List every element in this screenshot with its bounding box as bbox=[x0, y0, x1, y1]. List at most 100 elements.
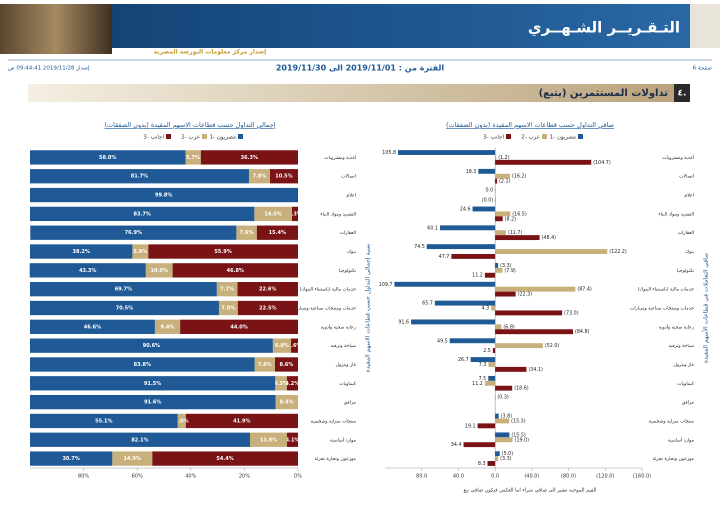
issue-date: إصدار 2019/11/28 09:44:41 ص bbox=[8, 66, 90, 72]
bar bbox=[434, 300, 496, 306]
bar bbox=[495, 329, 573, 335]
bar-segment bbox=[30, 187, 298, 203]
x-tick-label: 40% bbox=[185, 474, 196, 480]
data-label: 7.0% bbox=[221, 306, 235, 312]
bar-segment bbox=[180, 319, 298, 334]
category-label: أغذية ومشروبات bbox=[324, 154, 357, 161]
bar bbox=[495, 230, 506, 236]
bar bbox=[488, 362, 496, 367]
category-label: أغذية ومشروبات bbox=[662, 154, 695, 161]
x-tick-label: (80.0) bbox=[561, 474, 576, 480]
category-label: بنوك bbox=[347, 250, 356, 255]
data-label: (16.2) bbox=[512, 174, 527, 180]
data-label: (18.6) bbox=[514, 386, 529, 392]
data-label: 109.7 bbox=[379, 282, 393, 288]
bar-segment bbox=[269, 169, 298, 184]
data-label: 2.6% bbox=[288, 343, 302, 349]
category-label: تكنولوجيا bbox=[339, 268, 357, 274]
data-label: 3.0% bbox=[175, 418, 189, 424]
data-label: (8.2) bbox=[505, 216, 517, 222]
bar-segment bbox=[30, 376, 276, 391]
x-tick-label: 60% bbox=[132, 474, 143, 480]
bar bbox=[495, 286, 576, 292]
bar-segment bbox=[248, 169, 270, 184]
data-label: 38.2% bbox=[73, 249, 90, 255]
bar-segment bbox=[30, 413, 178, 429]
bar-segment bbox=[30, 225, 237, 240]
bar-segment bbox=[250, 432, 288, 447]
bar-segment bbox=[30, 432, 251, 447]
x-tick-label: 80.0 bbox=[416, 474, 427, 480]
section-title: تداولات المستثمرين (يتبع) bbox=[539, 88, 669, 99]
data-label: (34.1) bbox=[528, 367, 543, 373]
bar-segment bbox=[236, 225, 257, 240]
category-label: خدمات ومنتجات صناعية وسيارات bbox=[630, 307, 694, 312]
data-label: 24.6 bbox=[460, 206, 471, 212]
x-tick-label: (120.0) bbox=[596, 474, 614, 480]
data-label: 55.9% bbox=[214, 249, 231, 255]
bar bbox=[495, 235, 540, 241]
legend-swatch bbox=[542, 134, 547, 139]
bar-segment bbox=[254, 357, 275, 372]
legend-label: 1- مصريون bbox=[210, 135, 236, 141]
bar-segment bbox=[30, 357, 255, 372]
bar bbox=[449, 338, 496, 344]
category-label: موزعون وتجارة تجزئة bbox=[653, 457, 695, 462]
category-label: غاز وبترول bbox=[674, 363, 695, 368]
bar bbox=[439, 225, 496, 231]
bar-segment bbox=[272, 338, 292, 353]
data-label: 34.4 bbox=[451, 442, 462, 448]
data-label: 99.8% bbox=[155, 193, 172, 199]
legend-swatch bbox=[578, 134, 583, 139]
bar bbox=[495, 310, 563, 316]
data-label: (84.8) bbox=[575, 329, 590, 335]
chart-title: صافي التداول حسب قطاعات الاسهم المقيدة (… bbox=[446, 121, 615, 129]
bar bbox=[495, 154, 497, 160]
data-label: 54.4% bbox=[216, 456, 233, 462]
data-label: 15.4% bbox=[269, 230, 286, 236]
bar-segment bbox=[237, 300, 298, 316]
category-label: التشييد ومواد البناء bbox=[320, 212, 356, 217]
category-label: كيماويات bbox=[339, 381, 357, 387]
data-label: 26.7 bbox=[458, 357, 469, 363]
period: الفترة من : 2019/11/01 الى 2019/11/30 bbox=[276, 64, 445, 73]
bar bbox=[495, 437, 513, 443]
bar bbox=[495, 385, 513, 391]
data-label: 8.4% bbox=[280, 400, 294, 406]
footnote: القيم الموجبة تشير الى صافي شراء اما الع… bbox=[464, 488, 597, 494]
bar bbox=[491, 305, 496, 311]
data-label: (15.5) bbox=[511, 432, 526, 438]
bar-segment bbox=[30, 338, 273, 353]
data-label: 82.1% bbox=[131, 437, 148, 443]
bar-segment bbox=[30, 206, 255, 222]
bar bbox=[394, 281, 496, 287]
data-label: 10.0% bbox=[150, 268, 167, 274]
legend-label: 3- اجانب bbox=[483, 135, 504, 141]
bar-segment bbox=[177, 413, 186, 429]
legend-label: 2- عرب bbox=[181, 135, 200, 141]
bar bbox=[495, 413, 499, 419]
data-label: 11.2 bbox=[472, 273, 483, 279]
data-label: 8.6% bbox=[280, 362, 294, 368]
bar-segment bbox=[275, 394, 298, 410]
data-label: 14.9% bbox=[124, 456, 141, 462]
bar bbox=[495, 249, 608, 254]
data-label: 14.0% bbox=[264, 211, 281, 217]
bar bbox=[495, 451, 500, 457]
data-label: 69.7% bbox=[115, 287, 132, 293]
bar bbox=[487, 461, 496, 466]
data-label: 9.4% bbox=[161, 324, 175, 330]
data-label: 6.8% bbox=[275, 343, 289, 349]
category-label: سياحة وترفيه bbox=[331, 344, 357, 349]
category-label: العقارات bbox=[678, 231, 694, 236]
data-label: (48.4) bbox=[542, 235, 557, 241]
chart-title: إجمالي التداول حسب قطاعات الاسهم المقيدة… bbox=[104, 121, 275, 129]
data-label: (19.0) bbox=[515, 437, 530, 443]
bar-segment bbox=[274, 357, 298, 372]
bar bbox=[495, 216, 503, 222]
bar bbox=[484, 380, 496, 386]
data-label: 43.3% bbox=[79, 268, 96, 274]
data-label: 0.0 bbox=[486, 188, 494, 194]
data-label: 5.9% bbox=[133, 249, 147, 255]
bar-segment bbox=[291, 206, 298, 222]
